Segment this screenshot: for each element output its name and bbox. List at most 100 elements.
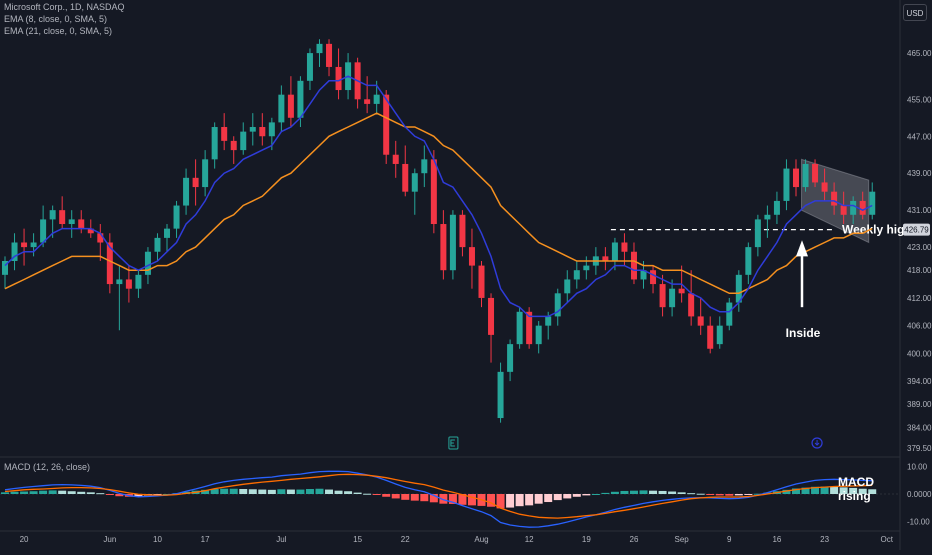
currency-button[interactable]: USD [903, 4, 927, 21]
candle [116, 265, 123, 331]
candle [30, 233, 37, 257]
macd-histogram-bar [658, 490, 667, 494]
candle-body [97, 233, 104, 243]
macd-histogram-bar [201, 489, 210, 494]
macd-histogram-bar [220, 488, 229, 494]
macd-histogram-bar [744, 494, 753, 495]
price-tick-label: 394.00 [907, 377, 932, 386]
symbol-legend[interactable]: Microsoft Corp., 1D, NASDAQ [4, 2, 125, 12]
macd-histogram-bar [734, 494, 743, 496]
macd-histogram-bar [429, 494, 438, 503]
candle-body [278, 94, 285, 123]
candle [821, 168, 828, 201]
candle [564, 270, 571, 303]
macd-histogram-bar [544, 494, 553, 503]
macd-histogram-bar [763, 492, 772, 494]
candle-body [650, 270, 657, 285]
candle-body [831, 191, 838, 206]
candle [106, 233, 113, 294]
candle-body [440, 224, 447, 271]
ema21-legend[interactable]: EMA (21, close, 0, SMA, 5) [4, 26, 113, 36]
candle-body [230, 140, 237, 151]
candle [602, 247, 609, 271]
candle-body [526, 311, 533, 345]
candle [669, 279, 676, 317]
candle [2, 256, 8, 289]
candle [249, 113, 256, 146]
macd-histogram-bar [448, 494, 457, 504]
macd-histogram-bar [582, 494, 591, 496]
candle-body [259, 127, 266, 137]
macd-histogram-bar [67, 491, 76, 494]
time-tick-label: 19 [582, 535, 591, 544]
candle [402, 145, 409, 197]
macd-histogram-bar [753, 493, 762, 495]
dividend-marker-circle [811, 437, 823, 449]
candle [68, 210, 75, 238]
time-tick-label: 16 [772, 535, 781, 544]
macd-histogram-bar [296, 489, 305, 494]
macd-histogram-bar [668, 491, 677, 494]
candle-body [792, 168, 799, 188]
macd-histogram-bar [601, 492, 610, 494]
candle [707, 316, 714, 354]
candle-body [488, 297, 495, 335]
candle-body [507, 344, 514, 372]
candle-body [821, 182, 828, 192]
price-tick-label: 455.00 [907, 95, 932, 104]
candle-body [564, 279, 571, 294]
macd-histogram-bar [134, 494, 143, 497]
candle [306, 48, 313, 91]
candle-body [802, 163, 809, 188]
inside-arrow-head [796, 240, 808, 257]
time-tick-label: 15 [353, 535, 362, 544]
macd-histogram-bar [839, 487, 848, 494]
candle [221, 113, 228, 151]
macd-histogram-bar [639, 490, 648, 494]
macd-histogram-bar [420, 494, 429, 502]
macd-legend[interactable]: MACD (12, 26, close) [4, 462, 91, 472]
earnings-icon [450, 439, 455, 447]
candle [59, 196, 66, 229]
time-tick-label: 26 [630, 535, 639, 544]
price-tick-label: 379.50 [907, 444, 932, 453]
dividend-icon [814, 440, 820, 446]
candle-body [669, 288, 676, 308]
candle-body [688, 293, 695, 317]
candle-body [135, 274, 142, 289]
candle-body [516, 311, 523, 345]
macd-histogram-bar [58, 490, 67, 494]
macd-histogram-bar [563, 494, 572, 499]
candle-body [221, 127, 228, 141]
macd-histogram-bar [591, 494, 600, 495]
candle [859, 191, 866, 220]
candle-body [116, 279, 123, 285]
candle-body [392, 154, 399, 164]
time-tick-label: 9 [727, 535, 732, 544]
candle [364, 76, 371, 114]
price-tick-label: 431.00 [907, 206, 932, 215]
macd-histogram-bar [277, 489, 286, 494]
price-tick-label: 465.00 [907, 49, 932, 58]
time-tick-label: 23 [820, 535, 829, 544]
candle-body [411, 173, 418, 192]
macd-line [4, 470, 873, 528]
macd-histogram-bar [515, 494, 524, 507]
macd-histogram-bar [534, 494, 543, 504]
macd-histogram-bar [286, 489, 295, 494]
candle-body [468, 247, 475, 266]
macd-histogram-bar [696, 493, 705, 495]
dividend-marker [811, 437, 823, 449]
ema8-line [4, 75, 873, 318]
ema8-legend[interactable]: EMA (8, close, 0, SMA, 5) [4, 14, 108, 24]
candle-body [583, 265, 590, 271]
time-tick-label: Oct [881, 535, 894, 544]
candle-body [40, 219, 47, 243]
inside-label: Inside [786, 326, 821, 340]
macd-histogram-bar [401, 494, 410, 500]
candle [535, 321, 542, 354]
candle-body [421, 159, 428, 174]
candle-body [430, 159, 437, 225]
candle-body [678, 288, 685, 294]
